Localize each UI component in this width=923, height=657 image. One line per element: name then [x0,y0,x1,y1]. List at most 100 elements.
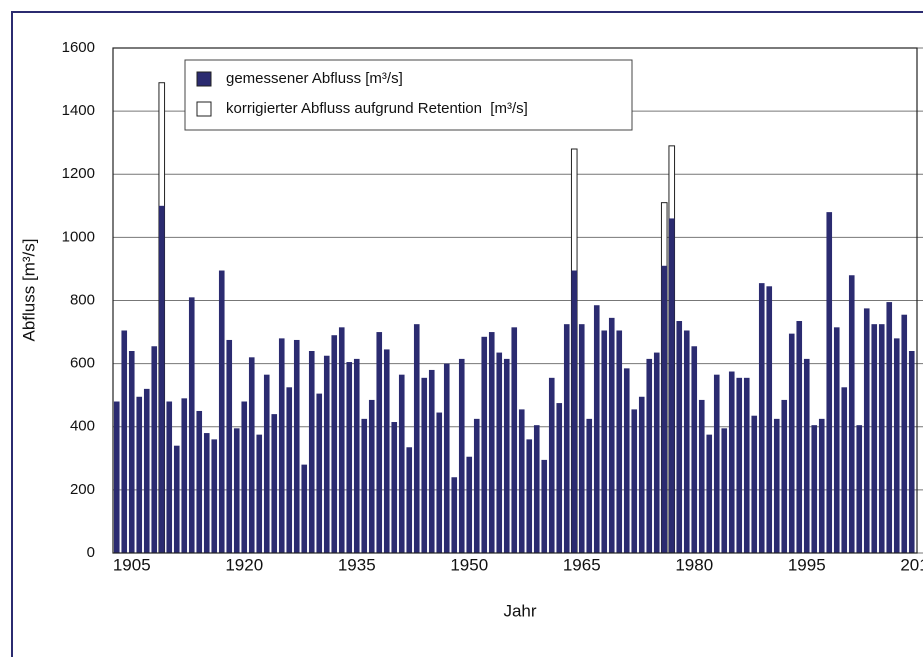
bar [211,439,218,553]
bar [323,355,330,553]
bar [226,339,233,553]
bar [698,399,705,553]
bar [263,374,270,553]
bar [196,410,203,553]
bar [788,333,795,553]
bar [398,374,405,553]
bar [886,302,893,553]
x-tick-label: 1995 [788,555,826,574]
bar [541,459,548,553]
bar [571,270,578,553]
y-tick-label: 600 [70,355,95,372]
bar [548,377,555,553]
bar [533,425,540,553]
y-tick-label: 1200 [62,165,95,182]
bar [376,332,383,553]
bar [616,330,623,553]
bar [136,396,143,553]
bar [496,352,503,553]
bar [293,339,300,553]
bar [361,418,368,553]
bar [773,418,780,553]
bar [526,439,533,553]
x-tick-label: 1950 [450,555,488,574]
bar [188,297,195,553]
bar [811,425,818,553]
bar [338,327,345,553]
bar [736,377,743,553]
legend-swatch [196,71,212,87]
bar [436,412,443,553]
bar [743,377,750,553]
legend-label: gemessener Abfluss [m³/s] [226,70,403,87]
plot-border [112,47,918,554]
bar [563,324,570,553]
bar [721,428,728,553]
bar [256,434,263,553]
bar [458,358,465,553]
bar [908,351,915,553]
bar [781,399,788,553]
bar [511,327,518,553]
bar [893,338,900,553]
bar [203,433,210,553]
bar [518,409,525,553]
x-tick-label: 1920 [225,555,263,574]
bar [706,434,713,553]
bar [578,324,585,553]
bar [668,218,675,553]
bar [503,358,510,553]
x-tick-label: 1965 [563,555,601,574]
bar [391,422,398,553]
y-tick-label: 0 [87,544,95,561]
bar [406,447,413,553]
bar [646,358,653,553]
bar [796,321,803,553]
x-axis-label: Jahr [503,601,536,620]
bar [151,346,158,553]
x-tick-label: 1980 [675,555,713,574]
bar [878,324,885,553]
bar [286,387,293,553]
bar [833,327,840,553]
bar [466,456,473,553]
bar [818,418,825,553]
bar [383,349,390,553]
bar [278,338,285,553]
bar [128,351,135,553]
bar [856,425,863,553]
bar [451,477,458,553]
bar [368,399,375,553]
bar [218,270,225,553]
bar [608,317,615,553]
bar [863,308,870,553]
bar [443,363,450,553]
x-tick-label: 2010 [900,555,923,574]
bar [751,415,758,553]
bar [421,377,428,553]
bar [631,409,638,553]
bar [766,286,773,553]
bar [248,357,255,553]
bar [586,418,593,553]
bar [121,330,128,553]
bar [661,265,668,553]
bar [623,368,630,553]
x-tick-label: 1935 [338,555,376,574]
bar [331,335,338,553]
bar [728,371,735,553]
y-tick-label: 800 [70,291,95,308]
bar [413,324,420,553]
legend-box [184,59,633,131]
bar [166,401,173,553]
bar [241,401,248,553]
y-tick-label: 200 [70,481,95,498]
bar [181,398,188,553]
bar [683,330,690,553]
x-tick-label: 1905 [113,555,151,574]
y-tick-label: 400 [70,418,95,435]
bar [143,388,150,553]
legend-label: korrigierter Abfluss aufgrund Retention … [226,100,528,117]
bar [691,346,698,553]
bar [803,358,810,553]
